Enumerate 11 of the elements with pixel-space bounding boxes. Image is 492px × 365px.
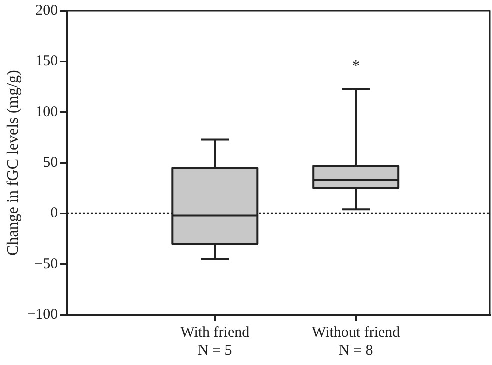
annotation: * bbox=[352, 58, 360, 76]
y-tick-label: −100 bbox=[27, 306, 58, 323]
y-tick-label: −50 bbox=[34, 256, 58, 272]
y-tick-label: 100 bbox=[36, 104, 58, 120]
y-tick-label: 200 bbox=[36, 2, 58, 19]
y-tick-label: 50 bbox=[43, 154, 58, 171]
y-tick-label: 150 bbox=[36, 54, 58, 70]
x-tick-label: Without friend N = 8 bbox=[312, 324, 401, 359]
x-tick-label: With friend N = 5 bbox=[180, 324, 250, 359]
y-axis-title: Change in fGC levels (mg/g) bbox=[4, 70, 22, 256]
y-tick-label: 0 bbox=[50, 206, 58, 222]
